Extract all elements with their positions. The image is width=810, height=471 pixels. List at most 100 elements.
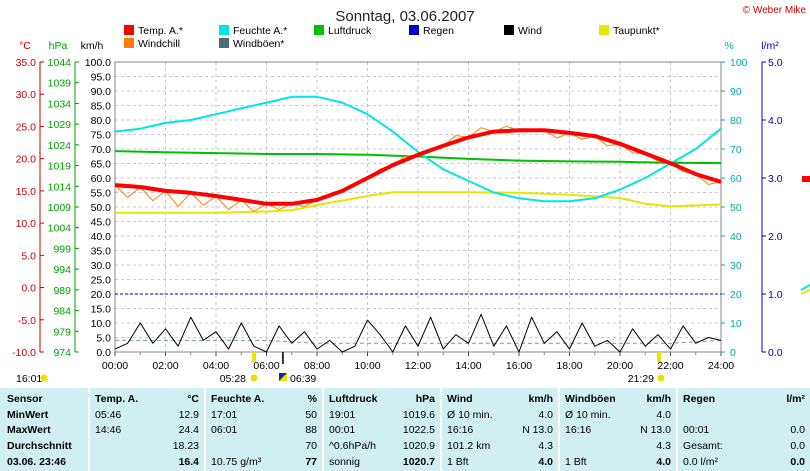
stats-cell-left: Ø 10 min. — [565, 409, 611, 421]
pressure-tick-label: 1044 — [48, 57, 72, 69]
stats-header: Temp. A. — [95, 393, 139, 405]
now-time-label: 16:01 — [16, 373, 42, 385]
stats-row: 4.3 — [560, 439, 676, 454]
wind-tick-label: 45.0 — [91, 217, 112, 229]
stats-cell-left: 06:01 — [211, 424, 238, 436]
wind-tick-label: 70.0 — [91, 144, 112, 156]
stats-cell-value: 18.23 — [172, 440, 199, 452]
stats-row: 0.0 l/m² 0.0 — [678, 455, 810, 470]
stats-unit: °C — [187, 393, 199, 405]
sunrise-bar — [252, 352, 256, 362]
legend-label: Taupunkt* — [613, 25, 660, 37]
stats-cell-value: 0.0 — [790, 456, 805, 468]
temp-tick-label: 5.0 — [21, 250, 36, 262]
wind-tick-label: 0.0 — [96, 347, 111, 359]
stats-row: 16.4 — [90, 455, 204, 470]
pressure-tick-label: 999 — [53, 243, 71, 255]
stats-cell-left: sonnig — [329, 456, 360, 468]
temp-series-line — [114, 128, 722, 206]
humidity-tick-label: 50 — [730, 202, 742, 214]
stats-cell-value: 4.3 — [538, 440, 553, 452]
wind-tick-label: 55.0 — [91, 188, 112, 200]
wind-tick-label: 40.0 — [91, 231, 112, 243]
x-tick-label: 16:00 — [506, 360, 532, 372]
stats-cell-left: 16:16 — [565, 424, 592, 436]
rain-tick-label: 0.0 — [768, 347, 783, 359]
stats-row: 19:01 1019.6 — [324, 408, 440, 423]
stats-unit: hPa — [415, 393, 435, 405]
wind-tick-label: 20.0 — [91, 289, 112, 301]
pressure-tick-label: 1004 — [48, 223, 72, 235]
stats-row: 101.2 km 4.3 — [442, 439, 558, 454]
wind-stats-column: Wind km/h Ø 10 min. 4.0 16:16 N 13.0 101.2 km 4… — [442, 388, 558, 471]
wind-tick-label: 90.0 — [91, 86, 112, 98]
pressure-tick-label: 989 — [53, 285, 71, 297]
humidity-tick-label: 80 — [730, 115, 742, 127]
stats-row: 16:16 N 13.0 — [442, 423, 558, 438]
rain-tick-label: 2.0 — [768, 231, 783, 243]
stats-row-label: Durchschnitt — [7, 440, 72, 452]
temp-tick-label: -5.0 — [18, 315, 36, 327]
stats-cell-value: 50 — [305, 409, 317, 421]
x-tick-label: 06:00 — [253, 360, 279, 372]
dewpoint-current-stub — [800, 289, 810, 295]
stats-header: Regen — [683, 393, 716, 405]
stats-cell-left: 101.2 km — [447, 440, 491, 452]
humidity-stats-column: Feuchte A.% 17:01 50 06:01 88 70 10.75 g/m³ 77 — [206, 388, 322, 471]
stats-row-label: Sensor — [7, 393, 43, 405]
humidity-tick-label: 100 — [730, 57, 748, 69]
stats-row: sonnig 1020.7 — [324, 455, 440, 470]
stats-row: 00:01 1022.5 — [324, 423, 440, 438]
stats-row: Feuchte A.% — [206, 392, 322, 407]
temp-tick-label: 10.0 — [16, 218, 37, 230]
chart-title: Sonntag, 03.06.2007 — [335, 8, 474, 25]
pressure-tick-label: 1029 — [48, 119, 72, 131]
humidity-series-line — [114, 95, 722, 203]
temp-tick-label: 20.0 — [16, 154, 37, 166]
stats-row: ^0.6hPa/h 1020.9 — [324, 439, 440, 454]
stats-row: MaxWert — [0, 423, 88, 438]
temp-tick-label: 25.0 — [16, 121, 37, 133]
legend-swatch — [599, 25, 609, 35]
legend-label: Feuchte A.* — [233, 25, 287, 37]
stats-header: Feuchte A. — [211, 393, 265, 405]
pressure-tick-label: 1019 — [48, 161, 72, 173]
temp-stats-column: Temp. A. °C 05:46 12.9 14:46 24.4 18.23 16.4 — [90, 388, 204, 471]
pressure-tick-label: 984 — [53, 306, 71, 318]
stats-cell-value: 1020.9 — [402, 440, 435, 452]
weather-chart: Sonntag, 03.06.2007 © Weber Mike Temp. A.*… — [12, 5, 810, 385]
stats-cell-left: 1 Bft — [565, 456, 587, 468]
x-tick-label: 04:00 — [203, 360, 229, 372]
stats-row: 17:01 50 — [206, 408, 322, 423]
wind-tick-label: 15.0 — [91, 304, 112, 316]
legend-label: Wind — [518, 25, 542, 37]
legend-swatch — [124, 25, 134, 35]
rain-tick-label: 1.0 — [768, 289, 783, 301]
wind-tick-label: 80.0 — [91, 115, 112, 127]
temp-tick-label: 15.0 — [16, 186, 37, 198]
stats-cell-value: N 13.0 — [522, 424, 553, 436]
x-tick-label: 18:00 — [556, 360, 582, 372]
stats-cell-value: 1019.6 — [402, 409, 435, 421]
x-tick-label: 08:00 — [304, 360, 330, 372]
stats-cell-value: 70 — [305, 440, 317, 452]
stats-row: Ø 10 min. 4.0 — [560, 408, 676, 423]
pressure-tick-label: 1009 — [48, 202, 72, 214]
temp-tick-label: 30.0 — [16, 89, 37, 101]
pressure-tick-label: 1034 — [48, 98, 72, 110]
stats-cell-left: 0.0 l/m² — [683, 456, 719, 468]
stats-row: 70 — [206, 439, 322, 454]
pressure-tick-label: 994 — [53, 264, 71, 276]
temp-unit-label: °C — [19, 40, 31, 52]
sunrise-time-label: 05:28 — [220, 373, 246, 385]
legend-label: Windchill — [138, 38, 180, 50]
stats-cell-value: 0.0 — [790, 440, 805, 452]
pressure-tick-label: 979 — [53, 326, 71, 338]
stats-row-label: 03.06. 23:46 — [7, 456, 66, 468]
stats-row: Gesamt: 0.0 — [678, 439, 810, 454]
stats-cell-value: 12.9 — [178, 409, 199, 421]
stats-row: Luftdruck hPa — [324, 392, 440, 407]
rain-tick-label: 5.0 — [768, 57, 783, 69]
rain-unit-label: l/m² — [761, 40, 779, 52]
legend-swatch — [504, 25, 514, 35]
